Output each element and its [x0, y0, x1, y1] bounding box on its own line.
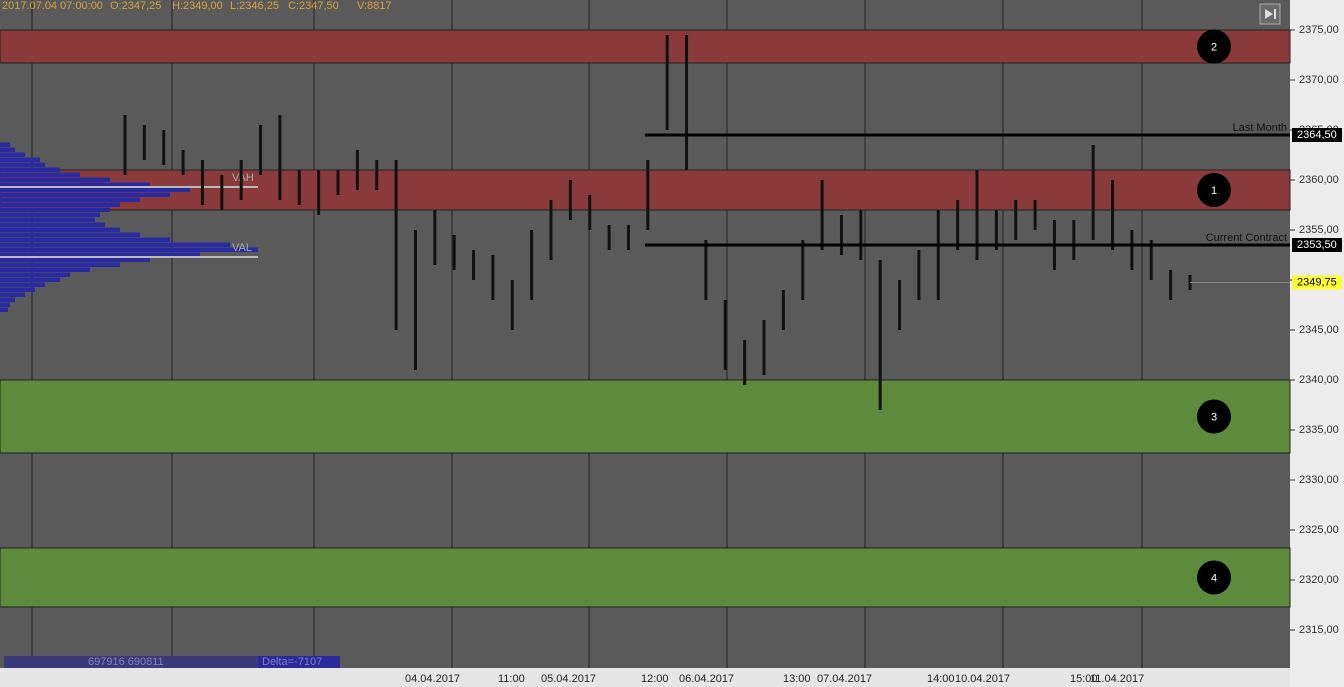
y-tick-label: 2375,00	[1299, 24, 1339, 36]
y-tick-label: 2345,00	[1299, 324, 1339, 336]
value-area-label: VAL	[232, 242, 252, 254]
price-bars	[123, 35, 1192, 410]
zone-number: 2	[1211, 41, 1217, 53]
zone	[0, 547, 1291, 608]
y-tick-label: 2360,00	[1299, 174, 1339, 186]
last-price-label: 2349,75	[1297, 276, 1337, 288]
y-tick-label: 2325,00	[1299, 524, 1339, 536]
time-label: 10.04.2017	[955, 673, 1010, 685]
footer-delta: Delta=-7107	[262, 656, 322, 668]
scroll-end-icon	[1265, 9, 1276, 19]
profile-bar	[0, 307, 8, 312]
level-price-tag	[1292, 238, 1342, 252]
profile-bar	[0, 172, 80, 177]
profile-bar	[0, 262, 120, 267]
y-tick-label: 2370,00	[1299, 74, 1339, 86]
time-axis	[0, 668, 1290, 687]
time-label: 11:00	[498, 673, 525, 685]
footer-volumes: 697916 690811	[88, 656, 164, 668]
header-volume: V:8817	[357, 0, 391, 12]
profile-bar	[0, 142, 10, 147]
profile-bar	[0, 282, 45, 287]
profile-bar	[0, 287, 35, 292]
profile-bar	[0, 147, 15, 152]
profile-bar	[0, 207, 110, 212]
zone-marker	[1197, 560, 1231, 595]
volume-profile: VAH VAL	[0, 142, 258, 312]
time-label: 14:00	[927, 673, 955, 685]
profile-bar	[0, 162, 45, 167]
time-label: 07.04.2017	[817, 673, 872, 685]
price-axis	[1290, 0, 1344, 687]
header-datetime: 2017.07.04 07:00:00	[2, 0, 103, 12]
zone-marker	[1197, 29, 1231, 64]
y-tick-label: 2355,00	[1299, 224, 1339, 236]
profile-bar	[0, 237, 170, 242]
profile-bar	[0, 197, 140, 202]
profile-bar	[0, 247, 258, 252]
footer-bar	[4, 656, 258, 668]
profile-bar	[0, 212, 100, 217]
header-high: H:2349,00	[172, 0, 223, 12]
header-open: O:2347,25	[110, 0, 161, 12]
profile-bar	[0, 167, 60, 172]
profile-bar	[0, 182, 150, 187]
y-tick-label: 2340,00	[1299, 374, 1339, 386]
time-label: 11.04.2017	[1090, 673, 1144, 685]
profile-bar	[0, 187, 190, 192]
profile-bar	[0, 252, 200, 257]
header-low: L:2346,25	[230, 0, 279, 12]
profile-bar	[0, 152, 25, 157]
time-label: 05.04.2017	[541, 673, 596, 685]
time-label: 13:00	[783, 673, 811, 685]
profile-bar	[0, 227, 120, 232]
profile-bar	[0, 232, 140, 237]
y-tick-label: 2335,00	[1299, 424, 1339, 436]
time-label: 15:00	[1070, 673, 1098, 685]
last-price-tag	[1292, 275, 1342, 290]
zone-number: 1	[1211, 185, 1217, 197]
level-name: Current Contract	[1206, 232, 1287, 244]
profile-bar	[0, 267, 90, 272]
profile-bar	[0, 177, 110, 182]
profile-bar	[0, 292, 25, 297]
time-label: 06.04.2017	[679, 673, 734, 685]
zone	[0, 379, 1291, 454]
zone-number: 4	[1211, 572, 1217, 584]
profile-bar	[0, 277, 60, 282]
level-price-label: 2353,50	[1297, 239, 1337, 251]
profile-bar	[0, 302, 10, 307]
profile-bar	[0, 222, 105, 227]
level-price-tag	[1292, 128, 1342, 142]
zones: 2 1 3 4	[0, 29, 1291, 608]
value-area-label: VAH	[232, 172, 254, 184]
zone-marker	[1197, 399, 1231, 434]
profile-bar	[0, 257, 150, 262]
time-label: 12:00	[641, 673, 669, 685]
profile-bar	[0, 297, 15, 302]
profile-bar	[0, 217, 95, 222]
zone	[0, 169, 1291, 211]
time-label: 04.04.2017	[405, 673, 460, 685]
level-name: Last Month	[1233, 122, 1287, 134]
delta-bar	[258, 656, 340, 668]
zone-marker	[1197, 173, 1231, 207]
profile-bar	[0, 202, 120, 207]
header: 2017.07.04 07:00:00 O:2347,25 H:2349,00 …	[2, 0, 391, 12]
level-price-label: 2364,50	[1297, 129, 1337, 141]
y-tick-label: 2330,00	[1299, 474, 1339, 486]
y-tick-label: 2315,00	[1299, 624, 1339, 636]
profile-bar	[0, 157, 40, 162]
profile-bar	[0, 242, 230, 247]
profile-bar	[0, 272, 70, 277]
y-tick-label: 2320,00	[1299, 574, 1339, 586]
zone-number: 3	[1211, 411, 1217, 423]
header-close: C:2347,50	[288, 0, 339, 12]
profile-bar	[0, 192, 170, 197]
zone	[0, 29, 1291, 64]
